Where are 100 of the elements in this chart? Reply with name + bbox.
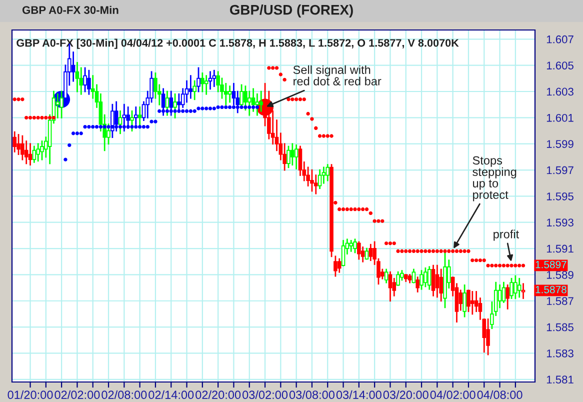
candlestick: [130, 110, 134, 132]
point: [71, 132, 76, 136]
y-tick-label: 1.605: [546, 62, 574, 70]
candlestick: [517, 278, 522, 298]
y-tick-label: 1.583: [546, 349, 574, 358]
candlestick: [435, 264, 440, 298]
text: GBP A0-FX [30-Min] 04/04/12 +0.0001 C 1.5878, H 1.5883, L 1.5872, O 1.5877, V 8.0070K: [16, 38, 459, 49]
point: [224, 105, 228, 110]
point: [248, 105, 252, 110]
x-tick-label: 03/20:00: [383, 390, 428, 400]
candlestick: [466, 290, 470, 312]
candlestick: [294, 144, 298, 170]
candlestick: [122, 104, 126, 132]
point: [169, 109, 173, 113]
y-tick-label: 1.593: [546, 218, 574, 226]
candlestick: [188, 75, 193, 99]
point: [94, 124, 99, 129]
point: [208, 106, 212, 110]
point: [236, 105, 240, 110]
point: [130, 124, 134, 129]
candlestick: [357, 241, 361, 260]
x-tick-label: 03/08:00: [289, 390, 334, 400]
candlestick: [20, 135, 24, 160]
point: [196, 106, 200, 110]
annotation: Stops stepping up to protect: [472, 156, 516, 202]
point: [138, 124, 142, 129]
candlestick: [71, 52, 76, 82]
point: [106, 124, 110, 129]
candlestick: [200, 72, 204, 92]
candlestick: [412, 268, 416, 284]
point: [181, 109, 185, 113]
point: [146, 124, 150, 129]
y-tick-label: 1.585: [546, 323, 574, 332]
y-tick-label: 1.589: [546, 270, 574, 279]
point: [251, 105, 256, 110]
point: [232, 105, 236, 110]
point: [98, 124, 103, 129]
x-tick-label: 02/02:00: [54, 390, 100, 400]
point: [134, 124, 138, 129]
x-tick-label: 04/02:00: [430, 390, 476, 400]
candlestick: [12, 131, 16, 152]
candlestick: [32, 146, 36, 163]
candlestick: [208, 71, 212, 90]
candlestick: [334, 256, 338, 277]
text: 1.5878: [536, 286, 566, 294]
point: [244, 105, 248, 110]
candlestick: [255, 93, 260, 116]
candlestick: [251, 88, 256, 112]
y-tick-label: 1.587: [546, 297, 574, 306]
point: [68, 143, 72, 147]
point: [184, 109, 189, 113]
candlestick: [510, 278, 514, 299]
candlestick: [388, 271, 392, 302]
candlestick: [196, 67, 200, 92]
point: [173, 109, 177, 113]
chart-title: GBP/USD (FOREX): [230, 4, 353, 18]
candlestick: [514, 275, 518, 299]
point: [102, 124, 106, 129]
annotation: profit: [494, 230, 520, 241]
candlestick: [506, 284, 510, 310]
y-tick-label: 1.603: [546, 88, 574, 96]
candlestick: [83, 67, 87, 92]
candlestick: [420, 270, 424, 290]
point: [118, 124, 122, 129]
point: [216, 105, 220, 110]
x-tick-label: 03/02:00: [242, 390, 288, 400]
point: [161, 109, 166, 113]
point: [165, 109, 170, 113]
candlestick: [498, 284, 502, 308]
point: [220, 105, 224, 110]
candlestick: [326, 164, 330, 182]
candlestick: [470, 291, 474, 315]
candlestick: [318, 169, 322, 190]
candlestick: [56, 93, 60, 118]
point: [142, 124, 146, 129]
candlestick: [212, 70, 216, 87]
x-tick-label: 02/14:00: [148, 390, 194, 400]
candlestick: [173, 93, 177, 118]
candlestick: [247, 90, 252, 116]
candlestick: [87, 70, 91, 95]
candlestick: [290, 143, 294, 166]
candlestick: [259, 90, 264, 112]
candlestick: [114, 101, 118, 132]
point: [200, 106, 204, 110]
annotation: Sell signal with red dot & red bar: [293, 65, 382, 86]
candlestick: [458, 290, 463, 311]
candlestick: [396, 271, 400, 286]
point: [177, 109, 181, 113]
point: [255, 105, 260, 110]
point: [79, 132, 83, 136]
candlestick: [228, 86, 232, 103]
candlestick: [431, 264, 436, 296]
x-tick-label: 02/08:00: [102, 390, 147, 400]
point: [158, 109, 162, 113]
y-tick-label: 1.599: [546, 140, 574, 148]
candlestick: [427, 266, 432, 290]
candlestick: [521, 283, 526, 299]
candlestick: [486, 318, 490, 356]
candlestick: [462, 284, 466, 318]
point: [204, 106, 208, 110]
